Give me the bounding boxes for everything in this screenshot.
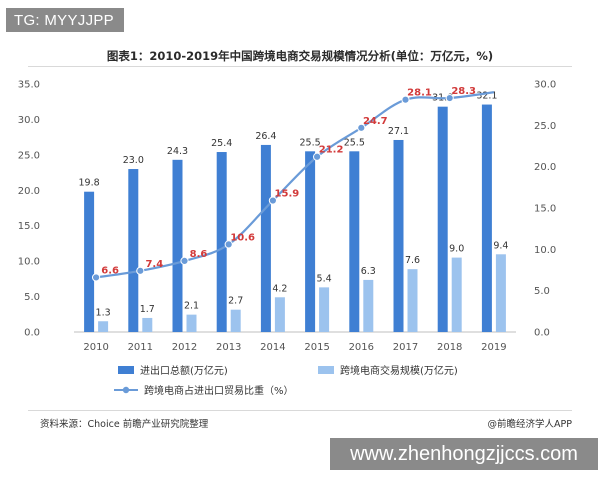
x-axis-tick: 2016 — [349, 342, 374, 353]
left-axis-tick: 5.0 — [24, 292, 40, 303]
share-point — [401, 95, 410, 104]
bar-total-trade-label: 19.8 — [79, 178, 100, 189]
share-point-label: 28.1 — [407, 88, 432, 99]
bar-cross-border-label: 9.4 — [493, 240, 508, 251]
x-axis-tick: 2019 — [481, 342, 506, 353]
bar-total-trade — [393, 139, 404, 332]
right-axis-tick: 30.0 — [534, 80, 556, 91]
title-divider — [28, 66, 572, 67]
chart-title: 图表1：2010-2019年中国跨境电商交易规模情况分析(单位：万亿元，%) — [106, 49, 494, 63]
legend-total-trade-text: 进出口总额(万亿元) — [140, 364, 228, 377]
left-axis-tick: 0.0 — [24, 328, 40, 339]
bar-cross-border-label: 2.7 — [228, 296, 243, 307]
share-point — [180, 256, 189, 266]
bar-cross-border-label: 5.4 — [317, 273, 332, 284]
bar-cross-border — [451, 257, 462, 332]
bar-cross-border — [407, 269, 418, 332]
bar-cross-border — [230, 309, 241, 332]
bar-total-trade — [216, 152, 227, 332]
bar-cross-border — [142, 317, 153, 332]
right-axis-tick: 25.0 — [534, 121, 556, 132]
share-point-label: 6.6 — [101, 265, 119, 276]
bar-cross-border-label: 1.7 — [140, 304, 155, 315]
footer-divider — [28, 410, 572, 411]
bar-total-trade — [305, 151, 316, 332]
bar-total-trade — [437, 106, 448, 332]
left-axis-tick: 15.0 — [18, 221, 40, 232]
bar-total-trade-label: 26.4 — [255, 131, 276, 142]
bar-total-trade — [349, 151, 360, 332]
share-point — [224, 240, 233, 249]
right-axis-tick: 20.0 — [534, 162, 556, 173]
bar-total-trade-label: 27.1 — [388, 126, 409, 137]
bar-total-trade — [84, 191, 95, 332]
x-axis-tick: 2010 — [83, 342, 108, 353]
bar-cross-border-label: 2.1 — [184, 301, 199, 312]
bar-cross-border — [495, 254, 506, 332]
bar-cross-border-label: 1.3 — [96, 307, 111, 318]
bar-total-trade — [172, 159, 183, 332]
share-point-label: 10.6 — [230, 232, 255, 243]
share-point — [136, 266, 145, 275]
bar-total-trade — [481, 104, 492, 332]
bar-total-trade — [260, 144, 271, 332]
share-point — [268, 196, 277, 205]
x-axis-tick: 2017 — [393, 342, 418, 353]
source-note: 资料来源：Choice 前瞻产业研究院整理 — [40, 419, 209, 430]
share-point-label: 24.7 — [363, 116, 388, 127]
bar-cross-border — [274, 297, 285, 332]
share-point-label: 21.2 — [319, 145, 344, 156]
legend-share-marker — [122, 386, 130, 394]
legend-cross-border-text: 跨境电商交易规模(万亿元) — [340, 364, 458, 377]
left-axis-tick: 25.0 — [18, 150, 40, 161]
x-axis-tick: 2013 — [216, 342, 241, 353]
bar-cross-border-label: 9.0 — [449, 244, 464, 255]
bar-cross-border-label: 7.6 — [405, 255, 420, 266]
bar-total-trade-label: 24.3 — [167, 146, 188, 157]
bar-total-trade-label: 25.4 — [211, 138, 232, 149]
bar-total-trade-label: 32.1 — [476, 91, 497, 102]
bar-cross-border — [186, 314, 197, 332]
website-watermark: www.zhenhongzjjccs.com — [330, 438, 598, 470]
right-axis-tick: 10.0 — [534, 245, 556, 256]
x-axis-tick: 2015 — [304, 342, 329, 353]
bar-total-trade-label: 23.0 — [123, 155, 144, 166]
chart-canvas: 0.0 5.0 10.0 15.0 20.0 25.0 30.0 35.0 0.0 5.0 10.0… — [18, 80, 557, 398]
share-point — [445, 93, 454, 103]
x-axis-tick: 2012 — [172, 342, 197, 353]
share-line — [95, 91, 495, 279]
share-point-label: 15.9 — [275, 189, 300, 200]
bar-total-trade-label: 25.5 — [344, 137, 365, 148]
legend-cross-border-swatch — [318, 366, 334, 374]
legend-share-text: 跨境电商占进出口贸易比重（%） — [144, 384, 294, 397]
share-point — [92, 273, 101, 282]
x-axis-tick: 2011 — [128, 342, 153, 353]
share-point-label: 28.3 — [451, 86, 476, 97]
legend-total-trade-swatch — [118, 366, 134, 374]
bar-total-trade-label: 25.5 — [300, 137, 321, 148]
bar-cross-border-label: 6.3 — [361, 266, 376, 277]
bar-cross-border — [319, 287, 330, 332]
share-point — [313, 152, 322, 161]
watermark-tag: TG: MYYJJPP — [6, 8, 124, 32]
bar-cross-border-label: 4.2 — [272, 283, 287, 294]
x-axis-tick: 2014 — [260, 342, 285, 353]
credit-note: @前瞻经济学人APP — [487, 419, 572, 430]
left-axis-tick: 30.0 — [18, 115, 40, 126]
x-axis-tick: 2018 — [437, 342, 462, 353]
left-axis-tick: 35.0 — [18, 80, 40, 91]
left-axis-tick: 20.0 — [18, 186, 40, 197]
right-axis-tick: 15.0 — [534, 204, 556, 215]
bar-cross-border — [363, 279, 374, 332]
bar-total-trade — [128, 169, 139, 332]
share-point-label: 7.4 — [145, 259, 163, 270]
share-point — [357, 123, 366, 132]
left-axis-tick: 10.0 — [18, 257, 40, 268]
share-point-label: 8.6 — [190, 249, 208, 260]
right-axis-tick: 0.0 — [534, 328, 550, 339]
right-axis-tick: 5.0 — [534, 286, 550, 297]
bar-cross-border — [98, 321, 109, 332]
